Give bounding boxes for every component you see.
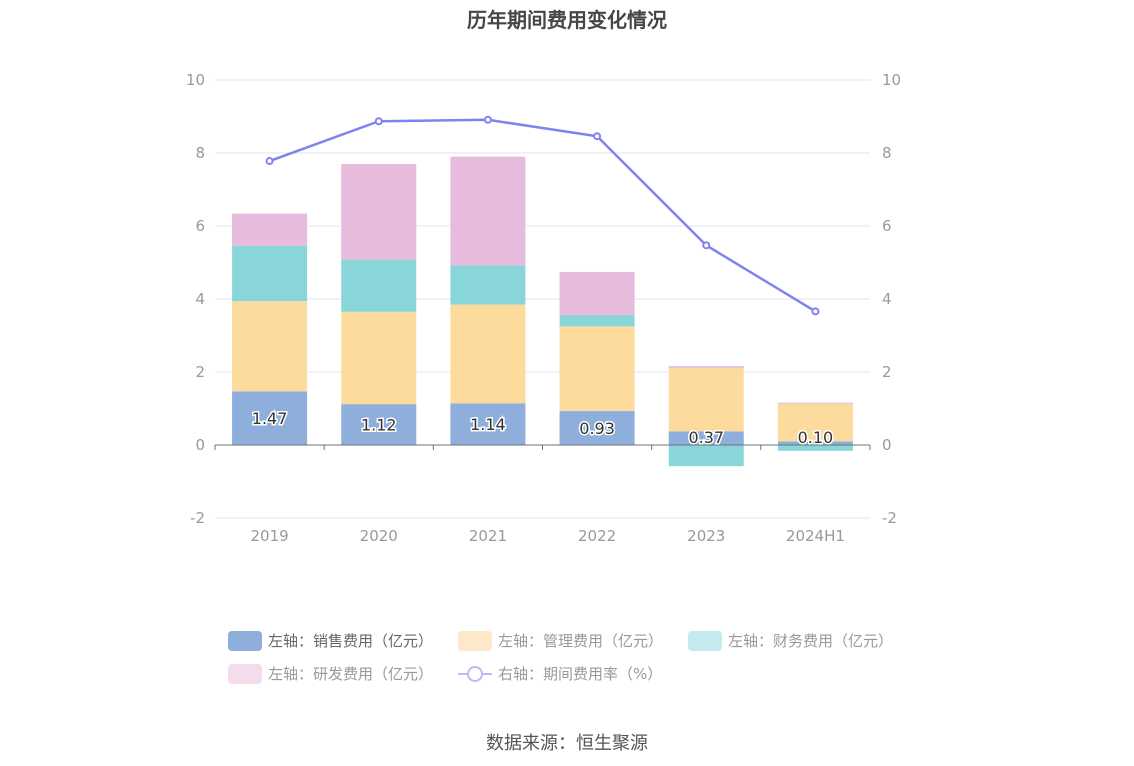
rate-point	[265, 157, 274, 166]
bar-segment	[777, 402, 853, 404]
bar-segment	[777, 445, 853, 451]
chart-title: 历年期间费用变化情况	[467, 8, 667, 32]
bar-segment	[450, 156, 526, 266]
bar-segment	[341, 404, 417, 445]
bar-segment	[668, 366, 744, 368]
rate-line	[269, 118, 817, 313]
legend-swatch-sales	[228, 630, 262, 651]
legend-swatch-rd	[228, 663, 262, 684]
bar-data-label: 0.93	[579, 419, 615, 438]
bar-data-label: 1.47	[252, 409, 288, 428]
left-axis-tick-label: 8	[195, 144, 205, 162]
bar-segment	[341, 311, 417, 405]
legend-label-rd: 左轴：研发费用（亿元）	[268, 665, 434, 683]
legend-item-finance[interactable]: 左轴：财务费用（亿元）	[688, 630, 893, 651]
right-axis-tick-label: 8	[882, 144, 892, 162]
legend-label-admin: 左轴：管理费用（亿元）	[498, 632, 664, 650]
x-axis-tick-label: 2020	[360, 527, 398, 545]
bar-segment	[668, 431, 744, 445]
bar-segment	[232, 301, 308, 392]
bar-data-label: 0.37	[688, 428, 724, 447]
left-axis-tick-label: 4	[195, 290, 205, 308]
x-axis-tick-label: 2023	[687, 527, 725, 545]
right-axis-tick-label: 0	[882, 436, 892, 454]
rate-point	[702, 241, 711, 250]
bar-segment	[668, 367, 744, 432]
legend-item-rate[interactable]: 右轴：期间费用率（%）	[458, 663, 662, 684]
x-axis-tick-label: 2019	[250, 527, 288, 545]
bar-segment	[559, 411, 635, 445]
legend-swatch-finance	[688, 630, 722, 651]
bar-segment	[341, 163, 417, 260]
bar-data-label: 1.14	[470, 415, 506, 434]
right-axis-tick-label: -2	[882, 509, 897, 527]
rate-point	[593, 132, 602, 141]
data-source: 数据来源：恒生聚源	[486, 733, 648, 754]
left-axis-tick-label: 6	[195, 217, 205, 235]
legend-label-sales: 左轴：销售费用（亿元）	[268, 632, 434, 650]
bar-segment	[450, 403, 526, 445]
left-axis-tick-label: 10	[186, 71, 205, 89]
x-axis-tick-label: 2021	[469, 527, 507, 545]
legend-swatch-admin	[458, 630, 492, 651]
bar-segment	[559, 271, 635, 316]
bar-segment	[450, 265, 526, 305]
bar-segment	[341, 259, 417, 312]
legend-item-rd[interactable]: 左轴：研发费用（亿元）	[228, 663, 433, 684]
bar-data-label: 0.10	[798, 428, 834, 447]
right-axis-tick-label: 2	[882, 363, 892, 381]
bar-segment	[559, 326, 635, 412]
bar-segment	[559, 315, 635, 327]
legend-swatch-rate	[458, 664, 492, 684]
bar-segment	[232, 245, 308, 302]
bar-segment	[777, 403, 853, 442]
rate-point	[483, 115, 492, 124]
rate-point	[374, 117, 383, 126]
bar-segment	[232, 391, 308, 445]
bar-segment	[232, 213, 308, 246]
bar-segment	[777, 441, 853, 445]
legend-label-rate: 右轴：期间费用率（%）	[498, 665, 663, 683]
right-axis-tick-label: 4	[882, 290, 892, 308]
legend-item-admin[interactable]: 左轴：管理费用（亿元）	[458, 630, 663, 651]
left-axis-tick-label: 2	[195, 363, 205, 381]
bar-data-label: 1.12	[361, 416, 397, 435]
bar-segment	[450, 304, 526, 404]
x-axis-tick-label: 2024H1	[786, 527, 845, 545]
right-axis-tick-label: 10	[882, 71, 901, 89]
bar-segment	[668, 445, 744, 467]
left-axis-tick-label: -2	[190, 509, 205, 527]
legend-item-sales[interactable]: 左轴：销售费用（亿元）	[228, 630, 433, 651]
rate-point	[811, 307, 820, 316]
right-axis-tick-label: 6	[882, 217, 892, 235]
left-axis-tick-label: 0	[195, 436, 205, 454]
legend-label-finance: 左轴：财务费用（亿元）	[728, 632, 894, 650]
x-axis-tick-label: 2022	[578, 527, 616, 545]
